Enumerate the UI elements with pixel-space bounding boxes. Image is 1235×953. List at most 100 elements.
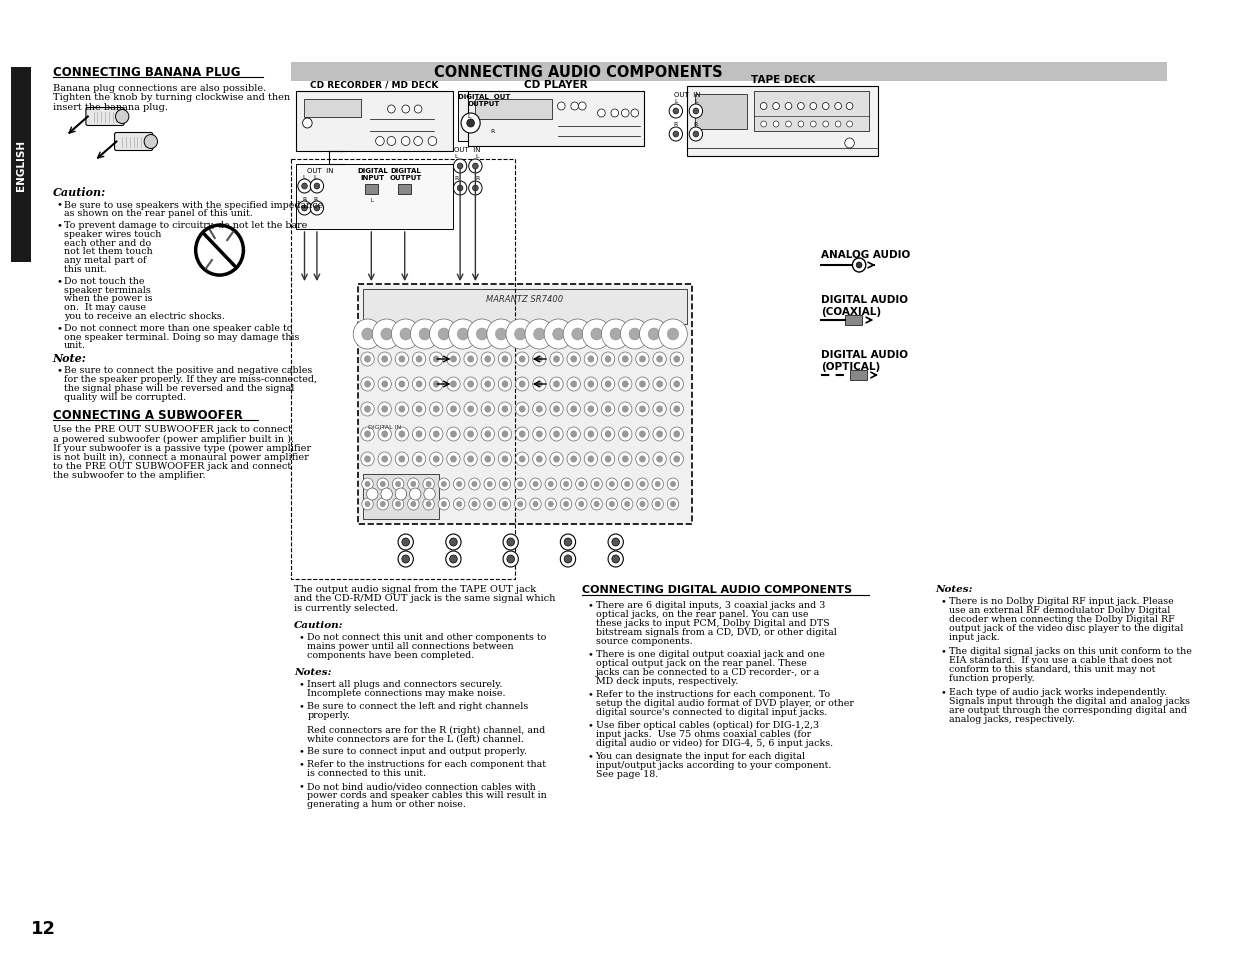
Circle shape	[399, 356, 405, 363]
Circle shape	[517, 482, 522, 487]
Text: ANALOG AUDIO: ANALOG AUDIO	[821, 250, 910, 260]
Circle shape	[637, 498, 648, 511]
Circle shape	[364, 356, 370, 363]
Circle shape	[468, 319, 496, 350]
Text: optical output jack on the rear panel. These: optical output jack on the rear panel. T…	[595, 659, 806, 667]
Circle shape	[636, 402, 650, 416]
Text: use an external RF demodulator Dolby Digital: use an external RF demodulator Dolby Dig…	[948, 605, 1171, 615]
Circle shape	[621, 498, 632, 511]
Circle shape	[362, 478, 373, 491]
Text: CONNECTING AUDIO COMPONENTS: CONNECTING AUDIO COMPONENTS	[435, 65, 722, 80]
Circle shape	[484, 498, 495, 511]
Circle shape	[515, 453, 529, 467]
Circle shape	[388, 106, 395, 113]
Text: CONNECTING BANANA PLUG: CONNECTING BANANA PLUG	[53, 66, 240, 78]
Bar	[458, 91, 511, 142]
Circle shape	[653, 453, 667, 467]
Circle shape	[553, 356, 559, 363]
Circle shape	[588, 406, 594, 413]
Text: setup the digital audio format of DVD player, or other: setup the digital audio format of DVD pl…	[595, 699, 853, 707]
Circle shape	[441, 502, 447, 507]
Circle shape	[693, 132, 699, 138]
Circle shape	[536, 381, 542, 388]
Circle shape	[653, 377, 667, 392]
Circle shape	[652, 498, 663, 511]
Circle shape	[401, 556, 410, 563]
Text: jacks can be connected to a CD recorder-, or a: jacks can be connected to a CD recorder-…	[595, 667, 820, 677]
Text: Use the PRE OUT SUBWOOFER jack to connect: Use the PRE OUT SUBWOOFER jack to connec…	[53, 425, 291, 434]
Text: You can designate the input for each digital: You can designate the input for each dig…	[595, 751, 805, 760]
Circle shape	[393, 498, 404, 511]
Text: DIGITAL IN: DIGITAL IN	[368, 424, 401, 430]
Circle shape	[416, 432, 422, 437]
Circle shape	[553, 432, 559, 437]
Circle shape	[636, 428, 650, 441]
Circle shape	[519, 406, 525, 413]
Circle shape	[408, 478, 419, 491]
Text: If your subwoofer is a passive type (power amplifier: If your subwoofer is a passive type (pow…	[53, 443, 311, 453]
Circle shape	[652, 478, 663, 491]
Circle shape	[372, 319, 401, 350]
Circle shape	[472, 482, 477, 487]
Circle shape	[310, 180, 324, 193]
Text: OUT  IN: OUT IN	[306, 168, 333, 173]
Bar	[398, 185, 411, 194]
Circle shape	[534, 329, 545, 340]
Circle shape	[398, 552, 414, 567]
Circle shape	[640, 319, 668, 350]
Text: See page 18.: See page 18.	[595, 769, 658, 779]
Circle shape	[622, 381, 629, 388]
Circle shape	[482, 377, 494, 392]
Circle shape	[399, 381, 405, 388]
Circle shape	[594, 482, 599, 487]
Text: •: •	[299, 679, 305, 689]
Circle shape	[495, 329, 506, 340]
Circle shape	[457, 482, 462, 487]
Circle shape	[671, 402, 683, 416]
Circle shape	[636, 353, 650, 367]
Circle shape	[606, 478, 618, 491]
Circle shape	[517, 502, 522, 507]
Circle shape	[441, 482, 447, 487]
Circle shape	[515, 329, 526, 340]
Circle shape	[653, 428, 667, 441]
Circle shape	[536, 406, 542, 413]
Circle shape	[622, 432, 629, 437]
Circle shape	[412, 402, 426, 416]
Circle shape	[519, 456, 525, 462]
Circle shape	[608, 535, 624, 551]
Bar	[364, 185, 378, 194]
Circle shape	[485, 406, 490, 413]
Circle shape	[588, 432, 594, 437]
Text: bitstream signals from a CD, DVD, or other digital: bitstream signals from a CD, DVD, or oth…	[595, 627, 836, 637]
Circle shape	[536, 456, 542, 462]
Circle shape	[567, 377, 580, 392]
Text: Tighten the knob by turning clockwise and then: Tighten the knob by turning clockwise an…	[53, 93, 290, 102]
Circle shape	[503, 552, 519, 567]
Text: Refer to the instructions for each component. To: Refer to the instructions for each compo…	[595, 689, 830, 699]
Circle shape	[467, 120, 474, 128]
Text: insert the banana plug.: insert the banana plug.	[53, 103, 168, 112]
Circle shape	[375, 137, 384, 147]
Circle shape	[625, 482, 630, 487]
Circle shape	[563, 482, 568, 487]
Circle shape	[380, 482, 385, 487]
Circle shape	[485, 432, 490, 437]
Circle shape	[636, 377, 650, 392]
Circle shape	[401, 106, 410, 113]
Text: L: L	[475, 153, 479, 159]
Circle shape	[619, 453, 632, 467]
Bar	[296, 91, 453, 152]
Circle shape	[408, 498, 419, 511]
Circle shape	[364, 406, 370, 413]
Circle shape	[416, 356, 422, 363]
Text: MARANTZ SR7400: MARANTZ SR7400	[487, 294, 563, 304]
Text: DIGITAL
INPUT: DIGITAL INPUT	[357, 168, 388, 181]
Circle shape	[503, 482, 508, 487]
Circle shape	[653, 353, 667, 367]
Circle shape	[584, 353, 598, 367]
Circle shape	[473, 164, 478, 170]
Circle shape	[648, 329, 659, 340]
Circle shape	[469, 498, 480, 511]
Circle shape	[515, 428, 529, 441]
